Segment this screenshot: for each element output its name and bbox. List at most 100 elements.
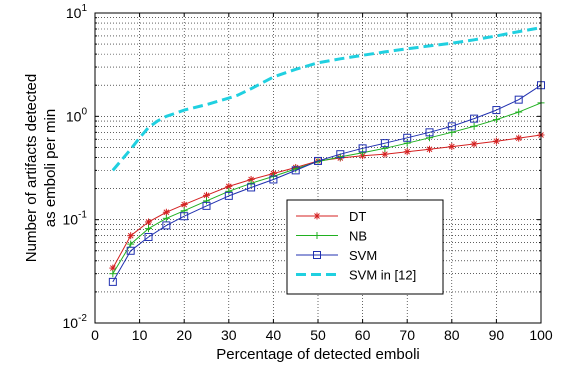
y-axis-label-line-1: Number of artifacts detected <box>23 74 40 262</box>
marker-stroke <box>145 219 152 225</box>
y-tick-label-base: 10 <box>63 212 79 228</box>
data-point-svm <box>492 106 501 115</box>
marker-stroke <box>163 209 170 216</box>
y-tick-label-exponent: -2 <box>78 313 87 324</box>
x-axis-label: Percentage of detected emboli <box>216 346 419 363</box>
data-point-dt <box>127 232 135 240</box>
data-point-svm <box>108 277 117 286</box>
data-point-nb <box>109 270 117 278</box>
x-tick-label: 90 <box>489 327 505 343</box>
marker-stroke <box>404 148 411 155</box>
legend-marker-nb <box>313 232 321 239</box>
series-line-svm-in-12 <box>111 26 542 172</box>
data-point-svm <box>358 144 367 153</box>
marker-square <box>314 156 322 165</box>
marker-square <box>269 175 278 184</box>
legend-marker-dt <box>313 212 321 220</box>
x-tick-label: 20 <box>176 327 192 343</box>
marker-square <box>108 277 117 286</box>
data-point-svm <box>180 212 189 221</box>
data-point-dt <box>403 148 411 156</box>
marker-square <box>514 95 523 104</box>
marker-stroke <box>493 138 500 145</box>
x-tick-label: 0 <box>91 327 99 343</box>
data-point-svm <box>425 128 434 137</box>
marker-square <box>336 150 345 159</box>
x-tick-label: 10 <box>132 327 148 343</box>
x-tick-label: 100 <box>529 327 553 343</box>
marker-square <box>162 221 171 230</box>
data-point-dt <box>203 191 210 199</box>
legend: DT NB SVM SVM in [12] <box>286 199 444 295</box>
marker-square <box>224 191 233 200</box>
data-point-nb <box>359 149 367 157</box>
data-point-nb <box>247 179 255 187</box>
marker-stroke <box>426 146 433 153</box>
marker-stroke <box>109 265 116 271</box>
series-svm-in-12 <box>111 26 542 172</box>
data-point-nb <box>470 122 478 130</box>
data-point-dt <box>145 218 153 226</box>
data-point-svm <box>291 166 300 175</box>
marker-stroke <box>225 183 232 190</box>
y-tick-label: 10-2 <box>63 313 88 331</box>
legend-label-svm: SVM <box>349 248 377 263</box>
y-tick-label: 100 <box>66 106 88 124</box>
marker-stroke <box>181 201 188 208</box>
data-point-nb <box>203 197 210 205</box>
x-tick-label: 30 <box>221 327 237 343</box>
data-point-nb <box>145 225 153 233</box>
marker-square <box>470 114 479 123</box>
series-svm <box>108 81 545 286</box>
x-tick-label: 40 <box>266 327 282 343</box>
marker-square <box>247 183 256 192</box>
y-axis-label-line-2: as emboli per min <box>42 109 59 227</box>
data-point-svm <box>126 246 135 255</box>
marker-square <box>202 201 211 210</box>
y-tick-label: 101 <box>66 3 88 21</box>
marker-stroke <box>248 176 254 183</box>
data-point-svm <box>269 175 278 184</box>
data-point-svm <box>247 183 256 192</box>
data-point-dt <box>470 140 478 148</box>
data-point-dt <box>247 175 255 183</box>
marker-stroke <box>382 151 388 158</box>
y-tick-label-base: 10 <box>66 108 82 124</box>
legend-label-svm-in-12: SVM in [12] <box>349 268 416 283</box>
data-point-dt <box>381 150 389 158</box>
marker-square <box>380 139 389 148</box>
marker-stroke <box>515 135 522 142</box>
data-point-svm <box>514 95 523 104</box>
y-tick-label-exponent: 0 <box>81 106 87 117</box>
x-tick-label: 70 <box>399 327 415 343</box>
data-point-svm <box>380 139 389 148</box>
marker-stroke <box>448 143 455 150</box>
y-tick-label-base: 10 <box>66 5 82 21</box>
data-point-nb <box>515 108 523 116</box>
data-point-svm <box>403 133 412 142</box>
marker-square <box>180 212 189 221</box>
legend-label-dt: DT <box>349 209 366 224</box>
data-point-dt <box>492 137 500 145</box>
data-point-nb <box>127 240 135 248</box>
x-tick-label: 80 <box>444 327 460 343</box>
data-point-dt <box>515 134 523 142</box>
marker-square <box>425 128 434 137</box>
data-point-svm <box>470 114 479 123</box>
marker-square <box>492 106 501 115</box>
data-point-svm <box>224 191 233 200</box>
legend-marker-svm <box>313 251 321 259</box>
series-layer <box>108 26 545 286</box>
legend-label-nb: NB <box>349 229 367 244</box>
marker-square <box>403 133 412 142</box>
data-point-dt <box>448 143 456 151</box>
data-point-dt <box>162 208 170 216</box>
marker-square <box>126 246 135 255</box>
x-tick-label: 60 <box>355 327 371 343</box>
marker-stroke <box>471 141 477 147</box>
y-tick-label-base: 10 <box>63 315 79 331</box>
y-tick-label: 10-1 <box>63 210 88 228</box>
y-tick-label-exponent: 1 <box>81 3 87 14</box>
